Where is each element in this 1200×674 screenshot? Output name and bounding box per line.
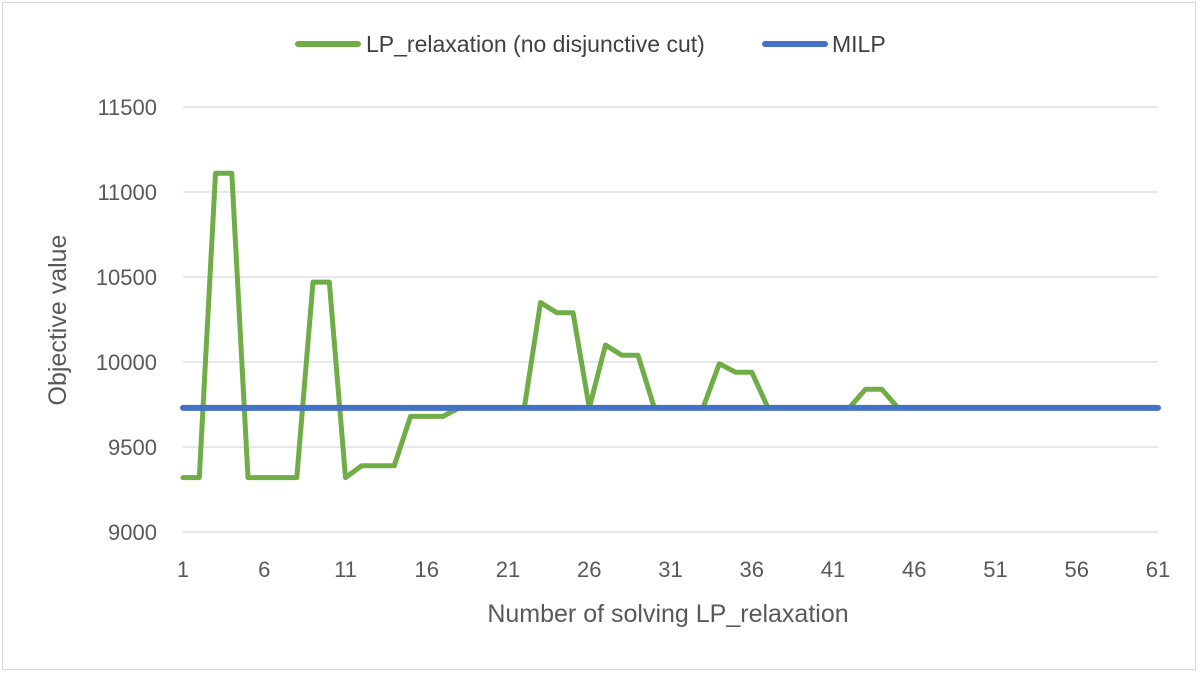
legend-label: MILP [832, 31, 886, 57]
x-axis-ticks: 1 6 11 16 21 26 31 36 41 46 51 56 61 [177, 557, 1170, 582]
x-tick-label: 46 [902, 557, 926, 582]
x-tick-label: 51 [983, 557, 1007, 582]
x-tick-label: 26 [577, 557, 601, 582]
series-layer [180, 170, 1161, 481]
y-tick-label: 10500 [96, 265, 157, 290]
x-tick-label: 1 [177, 557, 189, 582]
x-tick-label: 11 [334, 557, 357, 582]
gridlines [183, 106, 1158, 533]
x-tick-label: 16 [415, 557, 439, 582]
y-axis-title: Objective value [44, 235, 72, 406]
x-tick-label: 56 [1065, 557, 1089, 582]
series-line-lp-relaxation [180, 170, 1161, 481]
y-tick-label: 9500 [108, 435, 157, 460]
legend-label: LP_relaxation (no disjunctive cut) [366, 31, 705, 57]
x-tick-label: 6 [258, 557, 270, 582]
y-tick-label: 9000 [108, 520, 157, 545]
x-tick-label: 31 [658, 557, 682, 582]
legend: LP_relaxation (no disjunctive cut) MILP [295, 31, 886, 57]
y-tick-label: 10000 [96, 350, 157, 375]
y-tick-label: 11500 [97, 95, 157, 120]
x-tick-label: 21 [496, 557, 520, 582]
y-tick-label: 11000 [97, 180, 157, 205]
x-tick-label: 36 [740, 557, 764, 582]
x-axis-title: Number of solving LP_relaxation [487, 600, 848, 628]
y-axis-ticks: 9000 9500 10000 10500 11000 11500 [96, 95, 157, 545]
x-tick-label: 41 [821, 557, 845, 582]
x-tick-label: 61 [1146, 557, 1170, 582]
